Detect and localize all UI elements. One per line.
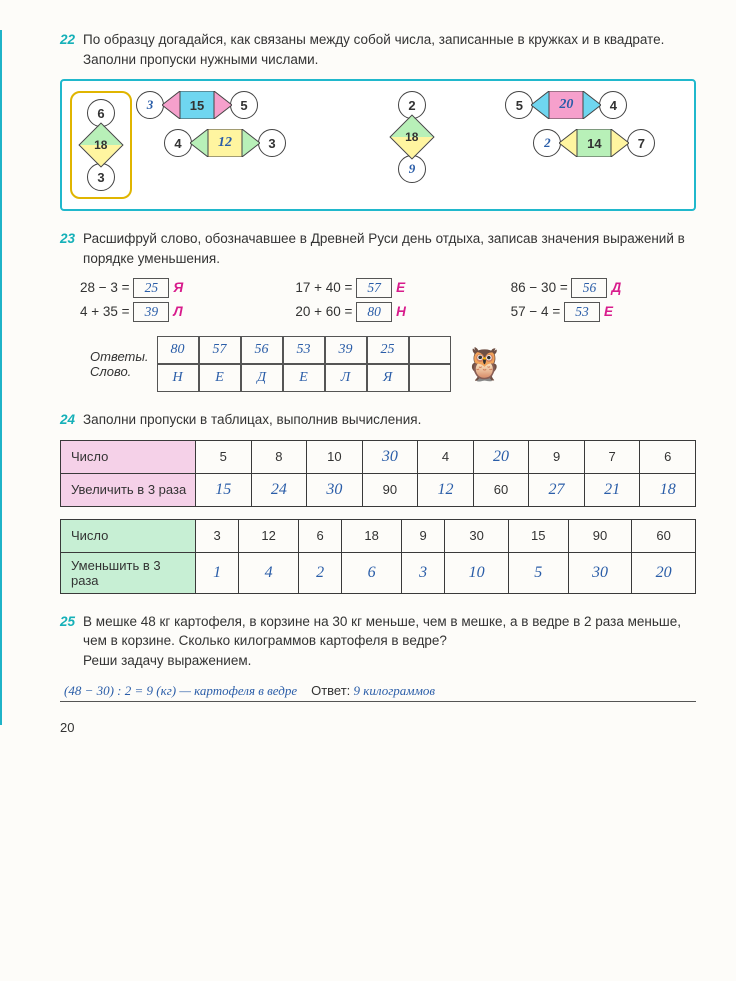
word-cell: Е [199, 364, 241, 392]
row-label: Уменьшить в 3 раза [61, 552, 196, 593]
ex22-diagram: 6 18 3 3 15 5 4 12 [60, 79, 696, 211]
ex25-expression: (48 − 30) : 2 = 9 (кг) — картофеля в вед… [64, 683, 297, 699]
word-cell: Я [367, 364, 409, 392]
word-label: Слово. [90, 364, 149, 379]
ex22-number: 22 [60, 30, 75, 69]
table-cell: 24 [251, 473, 307, 506]
answer-cell [409, 336, 451, 364]
exercise-23: 23 Расшифруй слово, обозначавшее в Древн… [60, 229, 696, 392]
circle: 3 [258, 129, 286, 157]
answer-cell: 56 [241, 336, 283, 364]
rhombus: 12 [190, 129, 260, 157]
ex22-sample: 6 18 3 [70, 91, 132, 199]
ex23-equations: 28 − 3 = 25Я 4 + 35 = 39Л 17 + 40 = 57Е … [80, 278, 696, 326]
table-cell: 6 [640, 440, 696, 473]
table-cell: 5 [196, 440, 252, 473]
ex23-number: 23 [60, 229, 75, 268]
rhombus-unit-2: 4 12 3 [166, 129, 317, 157]
rhombus: 15 [162, 91, 232, 119]
table-cell: 15 [508, 519, 568, 552]
page-number: 20 [60, 720, 696, 735]
ex23-text: Расшифруй слово, обозначавшее в Древней … [83, 229, 696, 268]
table-cell: 8 [251, 440, 307, 473]
owl-icon: 🦉 [465, 345, 505, 383]
answers-label: Ответы. [90, 349, 149, 364]
answer-cell: 25 [367, 336, 409, 364]
rhombus-unit-4: 5 20 4 [507, 91, 686, 119]
table-cell: 20 [473, 440, 529, 473]
exercise-25: 25 В мешке 48 кг картофеля, в корзине на… [60, 612, 696, 702]
word-cell: Е [283, 364, 325, 392]
word-cell: Н [157, 364, 199, 392]
ex24-number: 24 [60, 410, 75, 430]
table-cell: 3 [402, 552, 445, 593]
word-cell [409, 364, 451, 392]
table-cell: 90 [568, 519, 632, 552]
table-cell: 90 [362, 473, 418, 506]
rhombus: 14 [559, 129, 629, 157]
table-cell: 15 [196, 473, 252, 506]
table-cell: 10 [445, 552, 509, 593]
table-cell: 30 [307, 473, 363, 506]
table-cell: 10 [307, 440, 363, 473]
circle: 4 [164, 129, 192, 157]
answer-cell: 80 [157, 336, 199, 364]
circle: 2 [533, 129, 561, 157]
rhombus: 20 [531, 91, 601, 119]
ex24-text: Заполни пропуски в таблицах, выполнив вы… [83, 410, 696, 430]
table-cell: 9 [529, 440, 585, 473]
table-cell: 30 [445, 519, 509, 552]
ex24-table-2: Число312618930159060Уменьшить в 3 раза14… [60, 519, 696, 594]
circle: 4 [599, 91, 627, 119]
table-cell: 1 [196, 552, 239, 593]
table-cell: 9 [402, 519, 445, 552]
circle: 7 [627, 129, 655, 157]
table-cell: 4 [418, 440, 474, 473]
table-cell: 60 [473, 473, 529, 506]
table-cell: 3 [196, 519, 239, 552]
table-cell: 7 [584, 440, 640, 473]
table-cell: 20 [632, 552, 696, 593]
table-cell: 6 [299, 519, 342, 552]
ex25-number: 25 [60, 612, 75, 671]
table-cell: 21 [584, 473, 640, 506]
rhombus-unit-5: 2 14 7 [535, 129, 686, 157]
table-cell: 27 [529, 473, 585, 506]
table-cell: 2 [299, 552, 342, 593]
row-label: Число [61, 440, 196, 473]
exercise-22: 22 По образцу догадайся, как связаны меж… [60, 30, 696, 211]
table-cell: 5 [508, 552, 568, 593]
circle: 5 [230, 91, 258, 119]
rhombus-unit-1: 3 15 5 [138, 91, 317, 119]
answer-cell: 57 [199, 336, 241, 364]
table-cell: 12 [239, 519, 299, 552]
table-cell: 30 [568, 552, 632, 593]
ex24-table-1: Число581030420976Увеличить в 3 раза15243… [60, 440, 696, 507]
table-cell: 4 [239, 552, 299, 593]
answer-cell: 39 [325, 336, 367, 364]
row-label: Увеличить в 3 раза [61, 473, 196, 506]
table-cell: 60 [632, 519, 696, 552]
exercise-24: 24 Заполни пропуски в таблицах, выполнив… [60, 410, 696, 594]
table-cell: 18 [342, 519, 402, 552]
ex23-word-table: Ответы. Слово. 80 57 56 53 39 25 Н Е Д Е… [90, 336, 696, 392]
table-cell: 12 [418, 473, 474, 506]
ex22-text: По образцу догадайся, как связаны между … [83, 30, 696, 69]
word-cell: Д [241, 364, 283, 392]
ex25-answer-line: (48 − 30) : 2 = 9 (кг) — картофеля в вед… [60, 681, 696, 702]
ex25-text: В мешке 48 кг картофеля, в корзине на 30… [83, 612, 696, 671]
table-cell: 30 [362, 440, 418, 473]
circle: 3 [136, 91, 164, 119]
circle: 5 [505, 91, 533, 119]
diamond: 18 [78, 122, 123, 167]
row-label: Число [61, 519, 196, 552]
table-cell: 18 [640, 473, 696, 506]
word-cell: Л [325, 364, 367, 392]
answer-cell: 53 [283, 336, 325, 364]
diamond: 18 [389, 114, 434, 159]
table-cell: 6 [342, 552, 402, 593]
